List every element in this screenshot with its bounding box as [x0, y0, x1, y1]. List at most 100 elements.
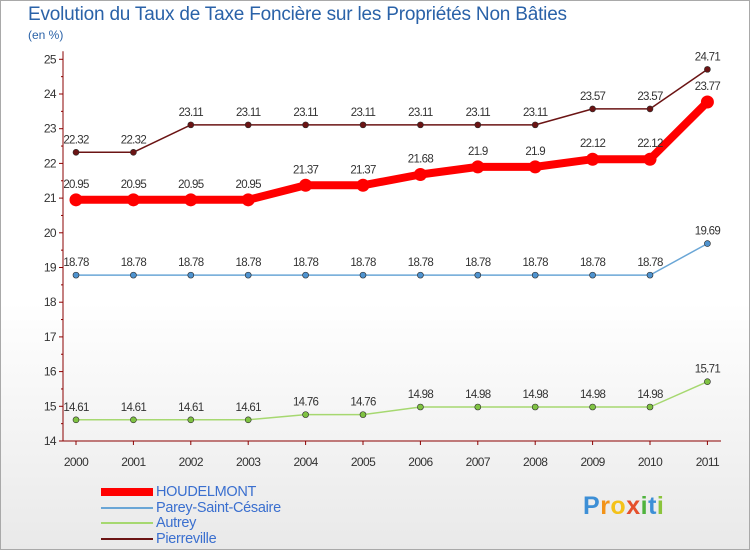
data-label-parey-saint-c-saire: 18.78 — [580, 257, 606, 269]
series-line-pierreville — [75, 68, 709, 154]
data-label-autrey: 14.98 — [637, 389, 663, 401]
data-label-parey-saint-c-saire: 18.78 — [178, 257, 204, 269]
data-point-autrey — [359, 411, 367, 418]
logo-letter: i — [640, 492, 649, 520]
logo-letter: t — [648, 492, 657, 520]
chart-title: Evolution du Taux de Taxe Foncière sur l… — [28, 4, 567, 25]
data-point-parey-saint-c-saire — [417, 271, 424, 279]
data-label-autrey: 14.98 — [523, 389, 549, 401]
data-label-pierreville: 23.11 — [236, 107, 261, 119]
x-tick-label: 2003 — [236, 455, 261, 469]
y-tick-label: 23 — [44, 122, 57, 136]
legend-label-houdelmont: HOUDELMONT — [156, 484, 257, 500]
data-point-parey-saint-c-saire — [72, 271, 80, 279]
series-line-parey-saint-c-saire — [75, 242, 709, 276]
data-label-pierreville: 23.57 — [637, 91, 663, 103]
legend-swatch-houdelmont — [101, 488, 153, 496]
data-point-autrey — [704, 378, 711, 385]
data-point-houdelmont — [643, 152, 657, 166]
data-label-autrey: 14.98 — [580, 389, 606, 401]
data-point-autrey — [130, 416, 137, 424]
data-label-houdelmont: 23.77 — [695, 81, 721, 93]
x-tick-label: 2009 — [580, 455, 605, 469]
x-tick-label: 2005 — [351, 455, 376, 469]
data-label-houdelmont: 20.95 — [236, 179, 262, 191]
data-label-houdelmont: 22.12 — [580, 138, 606, 150]
y-tick-label: 15 — [44, 399, 57, 413]
data-point-parey-saint-c-saire — [704, 240, 711, 247]
y-unit-label: (en %) — [28, 28, 64, 42]
data-point-autrey — [531, 403, 539, 411]
data-label-parey-saint-c-saire: 18.78 — [350, 257, 376, 269]
x-tick-label: 2000 — [64, 455, 89, 469]
data-point-pierreville — [130, 148, 137, 156]
data-label-parey-saint-c-saire: 18.78 — [465, 257, 491, 269]
data-label-pierreville: 22.32 — [63, 134, 89, 146]
y-tick-label: 22 — [44, 156, 57, 170]
y-tick-label: 17 — [44, 330, 57, 344]
data-point-parey-saint-c-saire — [531, 271, 539, 279]
data-point-pierreville — [704, 66, 711, 73]
y-tick-label: 18 — [44, 295, 57, 309]
data-label-autrey: 14.98 — [408, 389, 434, 401]
y-tick-label: 14 — [44, 434, 57, 448]
y-tick-label: 20 — [44, 226, 57, 240]
data-label-houdelmont: 21.9 — [468, 146, 488, 158]
data-point-pierreville — [531, 121, 539, 129]
data-label-houdelmont: 21.37 — [293, 164, 319, 176]
data-label-autrey: 14.61 — [178, 402, 204, 414]
data-point-parey-saint-c-saire — [244, 271, 252, 279]
y-tick-label: 19 — [44, 261, 57, 275]
data-label-houdelmont: 21.9 — [525, 146, 545, 158]
legend-swatch-parey-saint-c-saire — [101, 506, 153, 509]
data-label-parey-saint-c-saire: 18.78 — [236, 257, 262, 269]
data-label-houdelmont: 21.68 — [408, 154, 434, 166]
x-tick-label: 2007 — [466, 455, 491, 469]
data-point-houdelmont — [586, 152, 600, 166]
logo-letter: x — [626, 492, 641, 520]
data-point-houdelmont — [184, 193, 198, 207]
data-label-houdelmont: 20.95 — [63, 179, 89, 191]
data-point-autrey — [417, 403, 424, 411]
data-point-houdelmont — [700, 95, 714, 109]
data-point-pierreville — [359, 121, 367, 129]
legend-label-autrey: Autrey — [156, 515, 197, 531]
data-label-autrey: 14.61 — [63, 402, 89, 414]
data-point-pierreville — [302, 121, 309, 129]
data-label-parey-saint-c-saire: 18.78 — [293, 257, 319, 269]
data-label-pierreville: 24.71 — [695, 51, 721, 63]
series-line-houdelmont — [72, 98, 712, 204]
x-tick-label: 2002 — [179, 455, 204, 469]
data-label-autrey: 14.61 — [236, 402, 262, 414]
x-tick-label: 2010 — [638, 455, 663, 469]
data-point-houdelmont — [528, 160, 542, 174]
x-tick-label: 2008 — [523, 455, 548, 469]
data-label-autrey: 14.76 — [293, 397, 319, 409]
data-label-autrey: 15.71 — [695, 364, 721, 376]
data-point-pierreville — [589, 105, 596, 113]
data-label-autrey: 14.76 — [350, 397, 376, 409]
data-label-houdelmont: 20.95 — [178, 179, 204, 191]
logo-letter: i — [656, 492, 665, 520]
data-label-pierreville: 23.57 — [580, 91, 606, 103]
data-point-parey-saint-c-saire — [359, 271, 367, 279]
data-label-parey-saint-c-saire: 18.78 — [637, 257, 663, 269]
data-point-pierreville — [646, 105, 654, 113]
data-point-houdelmont — [356, 178, 370, 192]
data-point-autrey — [72, 416, 80, 424]
data-point-parey-saint-c-saire — [130, 271, 137, 279]
series-line-autrey — [75, 380, 709, 421]
data-point-houdelmont — [69, 193, 83, 207]
data-point-parey-saint-c-saire — [187, 271, 195, 279]
data-point-autrey — [302, 411, 309, 418]
data-label-parey-saint-c-saire: 18.78 — [121, 257, 147, 269]
data-point-houdelmont — [126, 193, 140, 207]
logo-letter: r — [600, 492, 611, 520]
data-label-parey-saint-c-saire: 19.69 — [695, 226, 721, 238]
data-point-pierreville — [474, 121, 482, 129]
data-label-autrey: 14.98 — [465, 389, 491, 401]
data-label-parey-saint-c-saire: 18.78 — [408, 257, 434, 269]
x-tick-label: 2001 — [121, 455, 146, 469]
data-point-parey-saint-c-saire — [646, 271, 654, 279]
